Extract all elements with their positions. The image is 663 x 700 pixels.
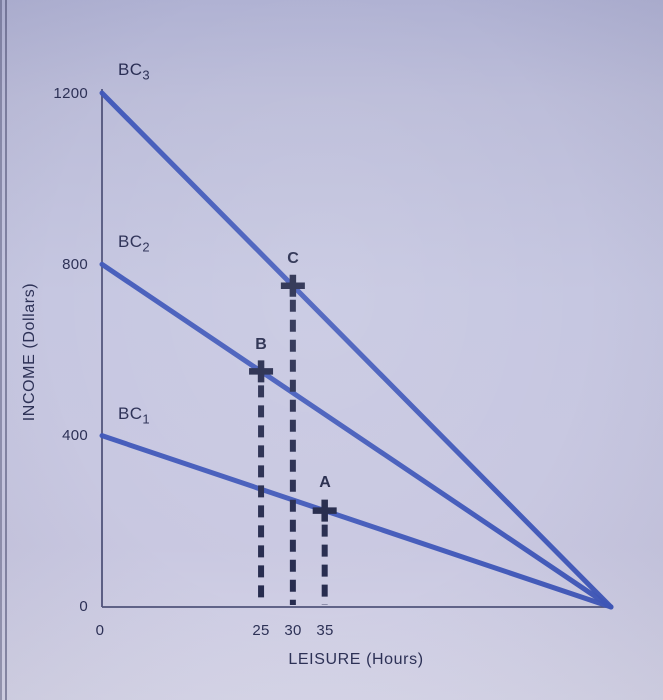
page-edge-line <box>5 0 7 700</box>
x-tick-0: 0 <box>95 622 105 639</box>
bc2-subscript: 2 <box>142 239 151 255</box>
bc3-subscript: 3 <box>142 67 151 83</box>
y-tick-800: 800 <box>62 256 88 273</box>
plus-marker-a <box>312 499 337 522</box>
y-tick-0: 0 <box>79 598 88 615</box>
line-bc3 <box>99 90 614 610</box>
line-bc1 <box>99 433 614 610</box>
x-tick-30: 30 <box>284 622 302 639</box>
bc1-text: BC <box>118 404 143 423</box>
point-label-b: B <box>255 336 267 353</box>
line-label-bc3: BC3 <box>118 60 151 83</box>
y-tick-400: 400 <box>62 427 88 444</box>
y-tick-1200: 1200 <box>53 85 88 102</box>
x-tick-35: 35 <box>316 622 334 639</box>
y-axis-title: INCOME (Dollars) <box>21 282 38 422</box>
point-label-a: A <box>319 474 331 491</box>
bc1-subscript: 1 <box>142 411 151 427</box>
line-label-bc1: BC1 <box>118 404 151 427</box>
photo-left-border <box>0 0 2 700</box>
plus-marker-b <box>249 360 274 383</box>
line-bc2 <box>99 261 614 610</box>
x-axis-title: LEISURE (Hours) <box>288 651 424 668</box>
point-label-c: C <box>287 250 299 267</box>
plus-marker-c <box>280 274 305 297</box>
x-tick-25: 25 <box>252 622 270 639</box>
bc2-text: BC <box>118 232 143 251</box>
bc3-text: BC <box>118 60 143 79</box>
line-label-bc2: BC2 <box>118 232 151 255</box>
